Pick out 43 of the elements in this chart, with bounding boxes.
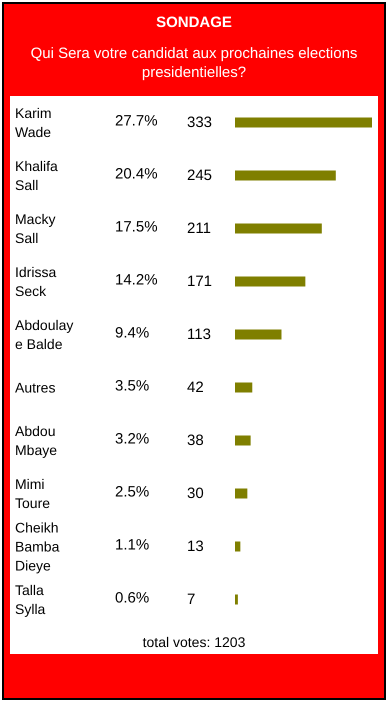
y-tick-label: Autres	[15, 380, 56, 396]
text: total votes: 1203	[142, 634, 246, 650]
y-tick-label: Abdoulaye Balde	[15, 317, 74, 352]
bar	[235, 594, 238, 604]
data-label: 13	[187, 538, 204, 555]
y-tick-label: Abdou Mbaye	[15, 423, 60, 458]
bar	[235, 118, 372, 128]
y-tick-label: Cheikh Bamba Dieye	[15, 520, 64, 574]
y-tick-label: Idrissa Seck	[15, 264, 60, 299]
text: 14.2%	[115, 272, 158, 288]
data-label: 42	[187, 379, 204, 396]
text: 3.2%	[115, 430, 150, 448]
data-label: 211	[187, 220, 211, 237]
bar	[235, 224, 322, 234]
text: 20.4%	[115, 166, 158, 182]
bar	[235, 542, 240, 552]
bar	[235, 488, 248, 498]
chart-subtitle: Qui Sera votre candidat aux prochaines elections presidentielles?	[30, 44, 358, 82]
data-label: 245	[187, 167, 212, 184]
chart-title: SONDAGE	[155, 14, 233, 31]
data-label: 38	[187, 432, 204, 449]
bar	[235, 276, 306, 286]
data-label: 333	[187, 114, 212, 131]
y-tick-label: Talla Sylla	[15, 582, 48, 617]
text: 1.1%	[115, 536, 150, 554]
text: 3.5%	[115, 378, 150, 394]
y-tick-label: Mimi Toure	[15, 476, 50, 511]
y-tick-label: Macky Sall	[15, 211, 60, 246]
data-label: 30	[187, 485, 204, 502]
y-tick-label: Khalifa Sall	[15, 158, 62, 193]
bar	[235, 436, 251, 446]
bar	[235, 330, 282, 340]
text: 17.5%	[115, 218, 158, 236]
y-tick-label: Karim Wade	[15, 105, 56, 140]
text: 27.7%	[115, 112, 158, 130]
bar	[235, 170, 336, 180]
bar	[235, 382, 252, 392]
text: 0.6%	[115, 590, 150, 606]
text: 2.5%	[115, 484, 150, 500]
text: 9.4%	[115, 324, 150, 342]
data-label: 171	[187, 273, 212, 290]
data-label: 7	[187, 591, 196, 608]
data-label: 113	[187, 326, 211, 343]
